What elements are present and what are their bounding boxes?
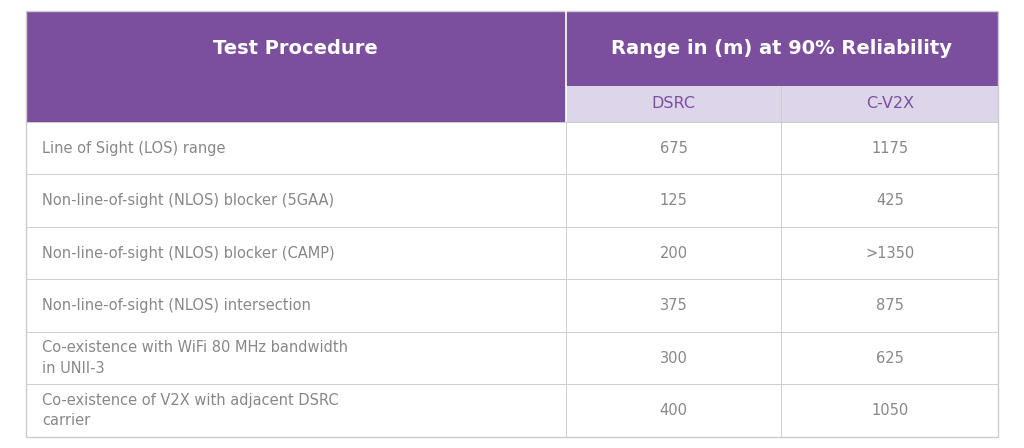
- Text: Co-existence of V2X with adjacent DSRC
carrier: Co-existence of V2X with adjacent DSRC c…: [42, 393, 339, 428]
- Bar: [781, 384, 998, 437]
- Text: Line of Sight (LOS) range: Line of Sight (LOS) range: [42, 141, 225, 155]
- Text: Non-line-of-sight (NLOS) blocker (5GAA): Non-line-of-sight (NLOS) blocker (5GAA): [42, 193, 334, 208]
- Text: 400: 400: [659, 403, 687, 418]
- Bar: [565, 280, 781, 332]
- Bar: [26, 280, 565, 332]
- Text: 300: 300: [659, 351, 687, 366]
- Bar: [26, 122, 565, 174]
- Text: Non-line-of-sight (NLOS) intersection: Non-line-of-sight (NLOS) intersection: [42, 298, 311, 313]
- Text: Range in (m) at 90% Reliability: Range in (m) at 90% Reliability: [611, 39, 952, 58]
- Bar: [26, 227, 565, 280]
- Bar: [781, 86, 998, 122]
- Bar: [26, 384, 565, 437]
- Text: 375: 375: [659, 298, 687, 313]
- Bar: [565, 174, 781, 227]
- Bar: [781, 174, 998, 227]
- Text: Test Procedure: Test Procedure: [213, 39, 378, 58]
- Text: 875: 875: [876, 298, 904, 313]
- Bar: [26, 11, 998, 86]
- Bar: [26, 86, 565, 122]
- Text: DSRC: DSRC: [651, 96, 695, 111]
- Text: 1175: 1175: [871, 141, 908, 155]
- Text: 625: 625: [876, 351, 904, 366]
- Text: Co-existence with WiFi 80 MHz bandwidth
in UNII-3: Co-existence with WiFi 80 MHz bandwidth …: [42, 340, 348, 376]
- Bar: [565, 384, 781, 437]
- Text: 675: 675: [659, 141, 687, 155]
- Bar: [781, 280, 998, 332]
- Bar: [565, 227, 781, 280]
- Text: 125: 125: [659, 193, 687, 208]
- Text: 425: 425: [876, 193, 904, 208]
- Text: C-V2X: C-V2X: [866, 96, 914, 111]
- Bar: [565, 332, 781, 384]
- Bar: [26, 332, 565, 384]
- Text: 200: 200: [659, 246, 687, 261]
- Bar: [26, 174, 565, 227]
- Text: Non-line-of-sight (NLOS) blocker (CAMP): Non-line-of-sight (NLOS) blocker (CAMP): [42, 246, 335, 261]
- Bar: [781, 122, 998, 174]
- Text: >1350: >1350: [865, 246, 914, 261]
- Bar: [781, 227, 998, 280]
- Bar: [565, 86, 781, 122]
- Bar: [565, 122, 781, 174]
- Text: 1050: 1050: [871, 403, 908, 418]
- Bar: [781, 332, 998, 384]
